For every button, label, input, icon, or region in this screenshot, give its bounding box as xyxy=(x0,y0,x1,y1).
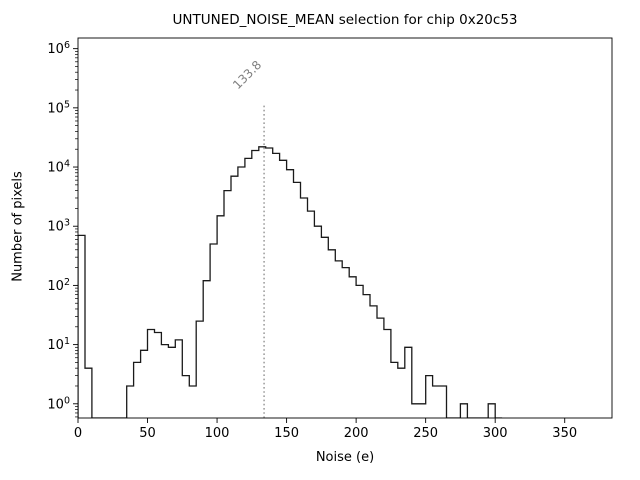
chart-title: UNTUNED_NOISE_MEAN selection for chip 0x… xyxy=(172,12,518,28)
x-axis-label: Noise (e) xyxy=(315,450,375,465)
svg-text:102: 102 xyxy=(47,277,70,294)
svg-text:300: 300 xyxy=(483,426,508,441)
svg-text:103: 103 xyxy=(47,218,70,235)
svg-text:250: 250 xyxy=(413,426,438,441)
svg-text:105: 105 xyxy=(47,99,70,116)
svg-text:200: 200 xyxy=(344,426,369,441)
svg-text:350: 350 xyxy=(552,426,577,441)
svg-text:50: 50 xyxy=(139,426,156,441)
svg-text:100: 100 xyxy=(47,395,70,412)
svg-text:101: 101 xyxy=(47,336,70,353)
svg-text:100: 100 xyxy=(205,426,230,441)
svg-text:0: 0 xyxy=(74,426,82,441)
svg-text:150: 150 xyxy=(274,426,299,441)
y-axis-label: Number of pixels xyxy=(10,171,26,282)
svg-text:104: 104 xyxy=(47,159,70,176)
svg-text:106: 106 xyxy=(47,40,70,57)
